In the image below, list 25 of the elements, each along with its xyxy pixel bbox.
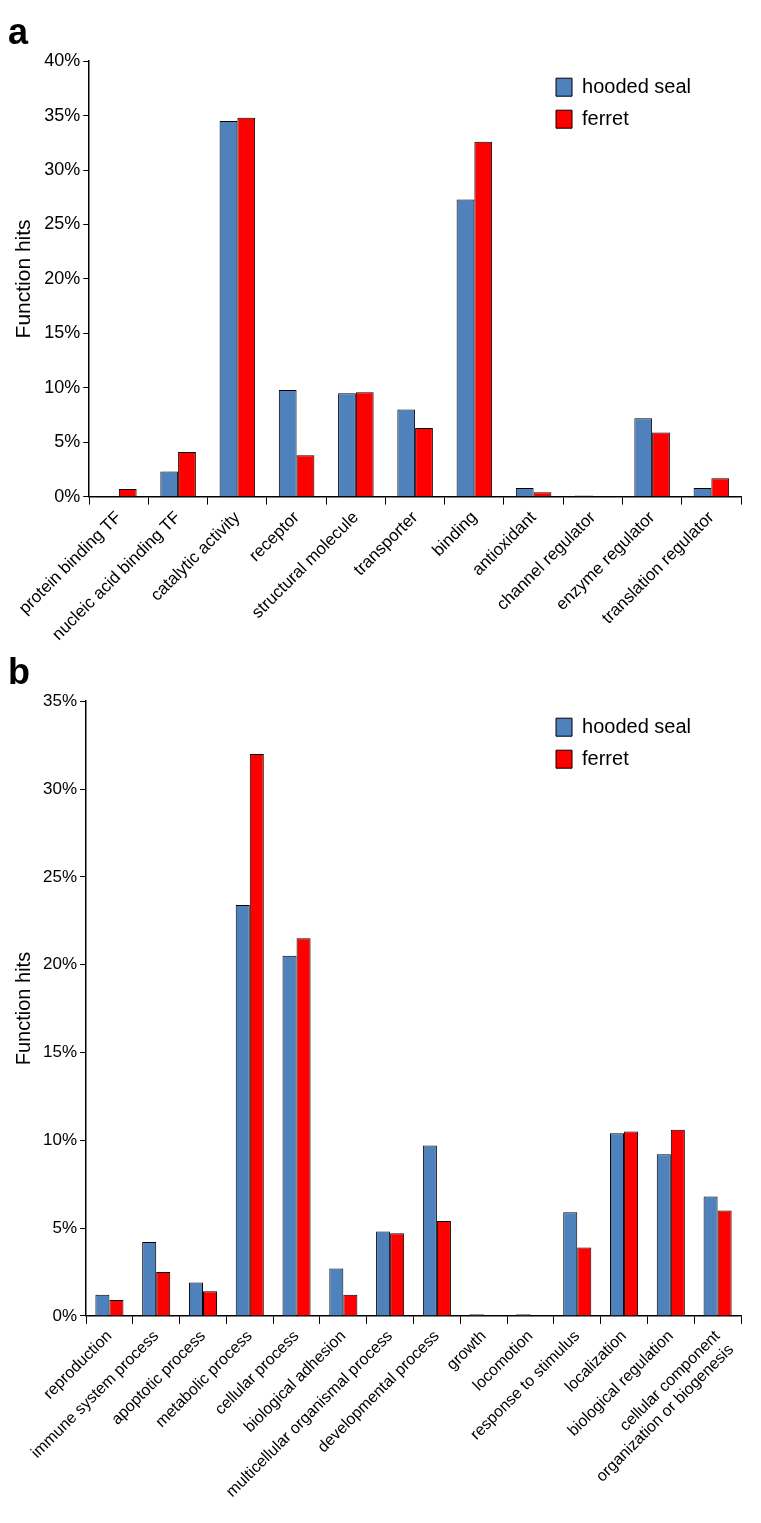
y-tick-label: 5% xyxy=(54,431,81,452)
y-tick-label: 25% xyxy=(42,866,78,886)
y-tick-label: 35% xyxy=(42,690,78,710)
chart-title: b xyxy=(8,650,30,692)
y-tick-label: 20% xyxy=(44,267,81,288)
y-tick-label: 30% xyxy=(42,778,78,798)
legend-label: ferret xyxy=(582,106,630,129)
y-tick-label: 10% xyxy=(42,1129,78,1149)
legend-label: ferret xyxy=(582,746,630,769)
y-tick-label: 30% xyxy=(44,159,81,180)
y-tick-label: 15% xyxy=(42,1042,78,1062)
legend-label: hooded seal xyxy=(582,714,691,737)
y-tick-label: 25% xyxy=(44,213,81,234)
chart-title: a xyxy=(8,10,29,52)
y-axis-title: Function hits xyxy=(11,219,35,339)
y-tick-label: 15% xyxy=(44,322,81,343)
y-tick-label: 20% xyxy=(42,954,78,974)
y-tick-label: 35% xyxy=(44,104,81,125)
y-tick-label: 0% xyxy=(54,485,81,506)
legend-label: hooded seal xyxy=(582,74,691,97)
y-axis-title: Function hits xyxy=(11,951,34,1066)
y-tick-label: 10% xyxy=(44,376,81,397)
y-tick-label: 0% xyxy=(52,1305,78,1325)
y-tick-label: 5% xyxy=(52,1217,78,1237)
y-tick-label: 40% xyxy=(44,50,81,71)
